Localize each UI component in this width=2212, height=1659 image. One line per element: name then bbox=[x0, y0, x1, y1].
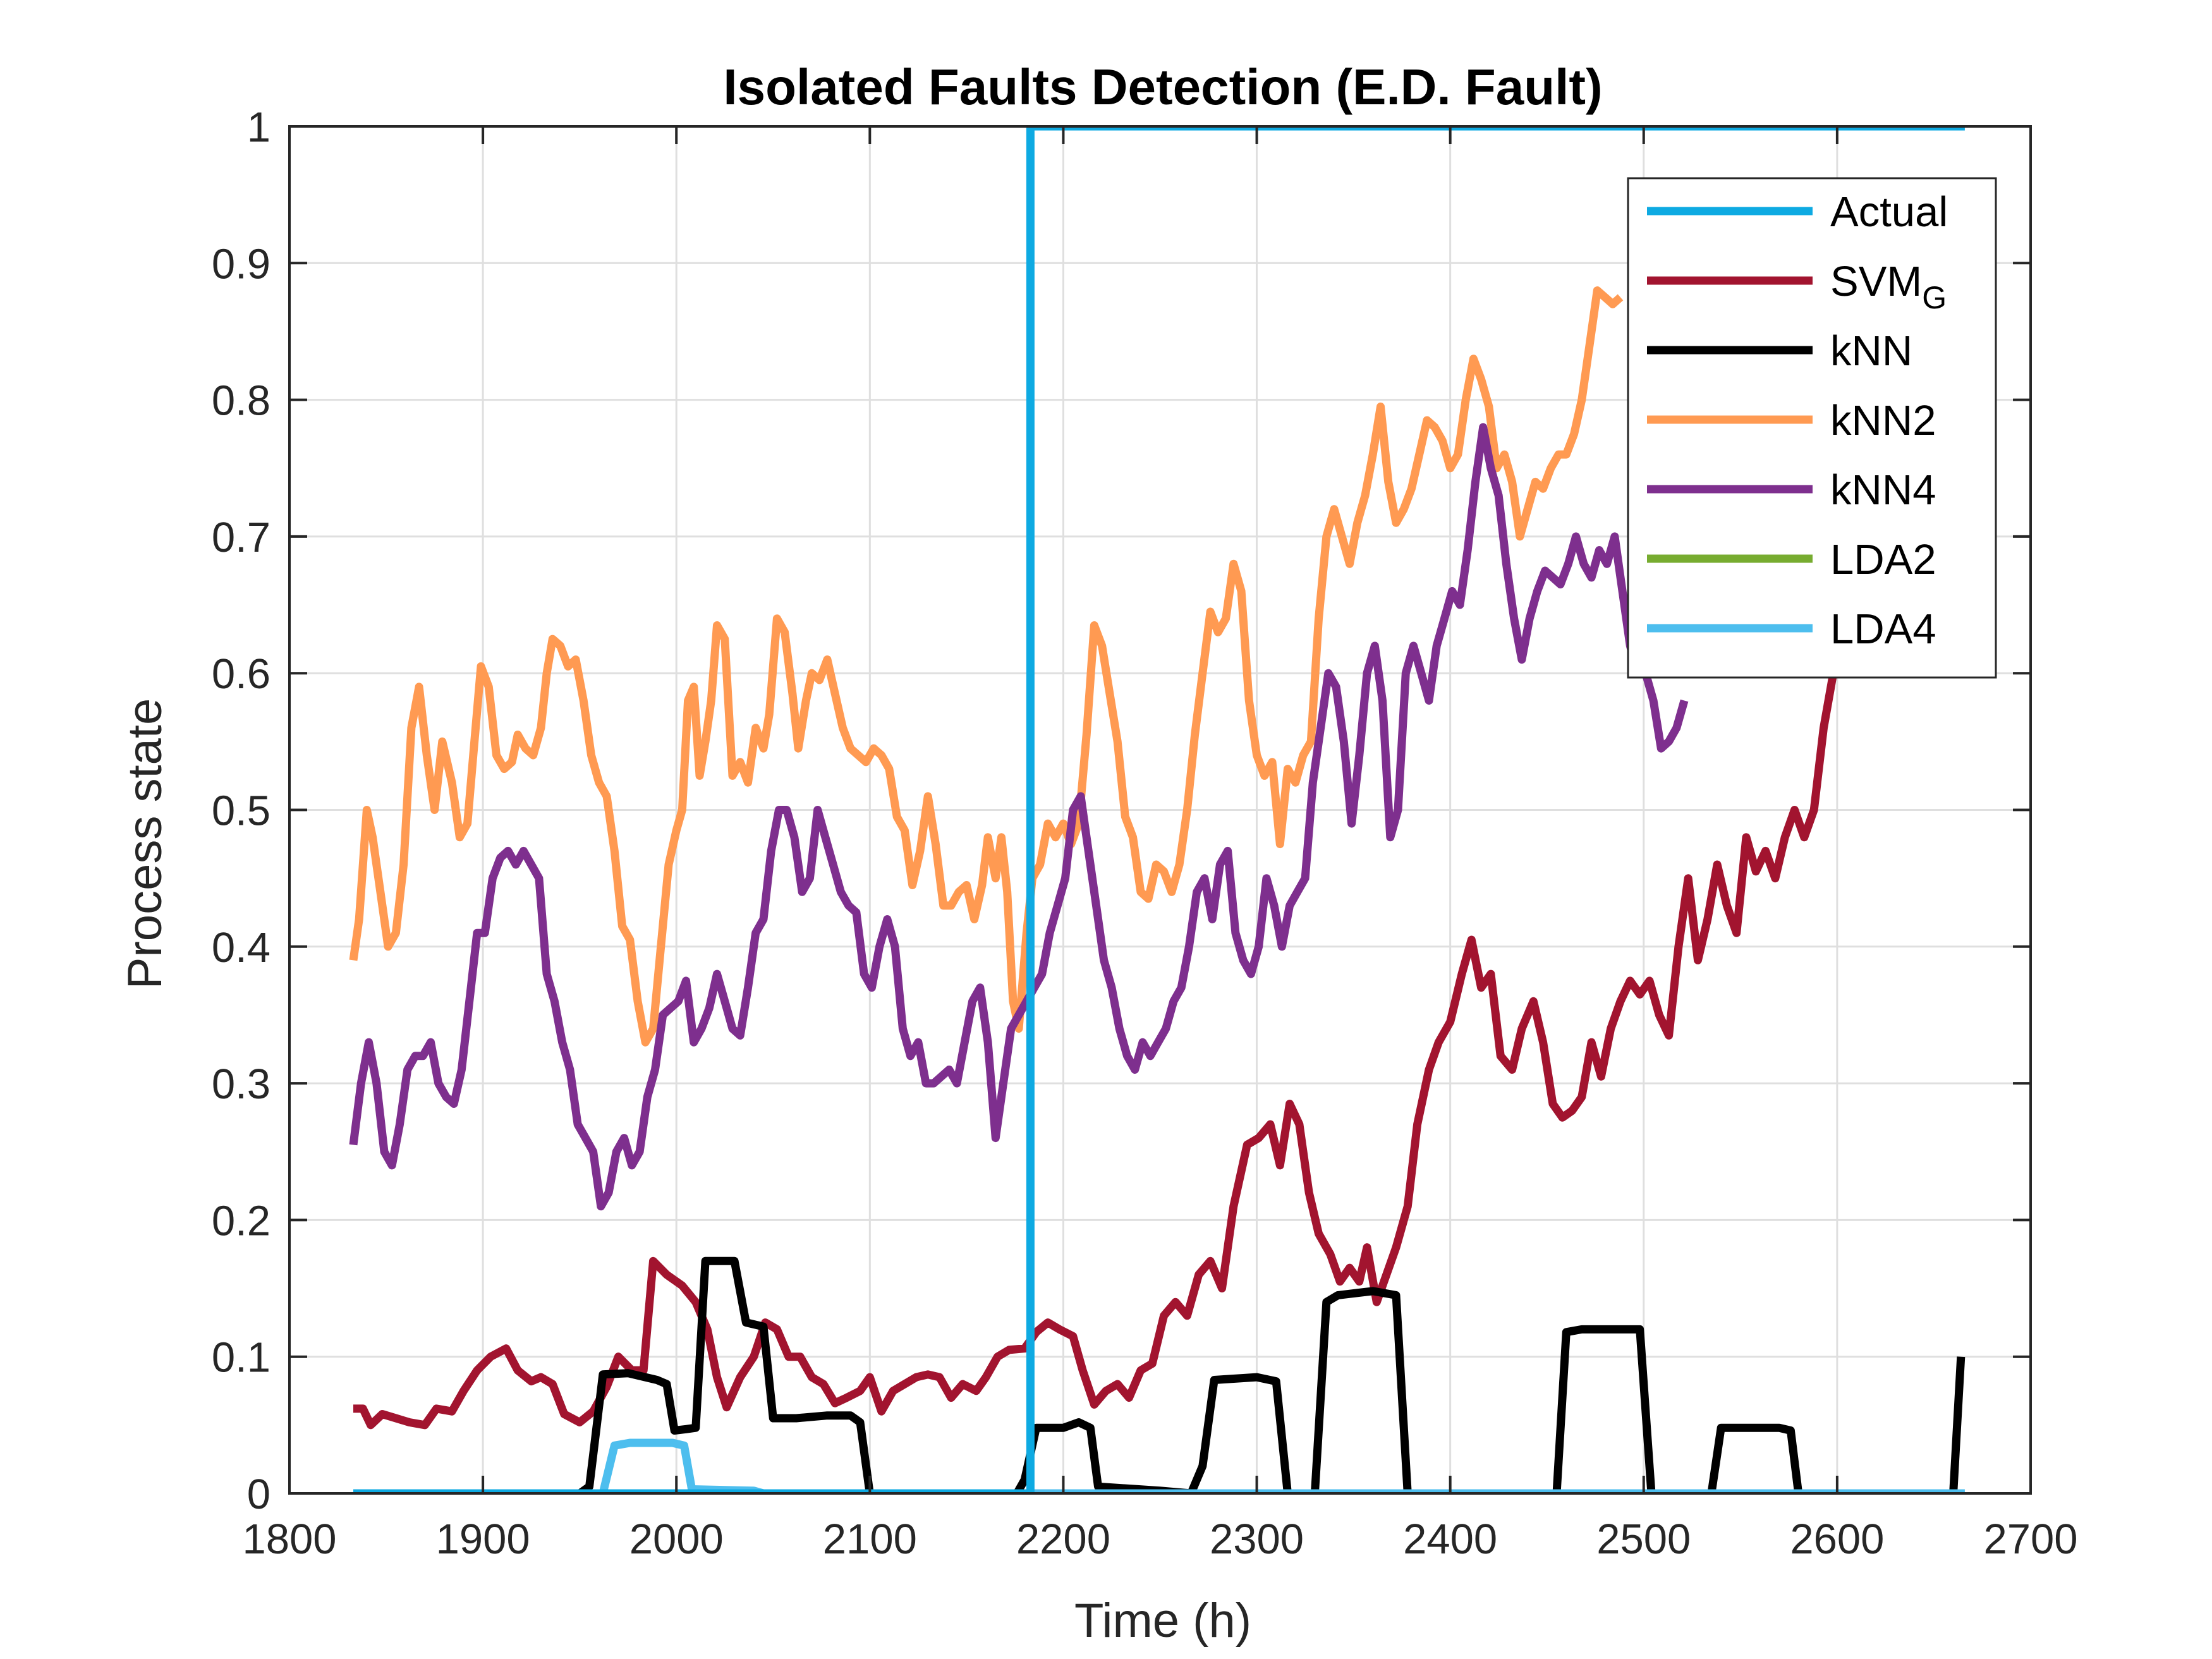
series-line-knn bbox=[353, 1256, 1966, 1493]
ticks bbox=[288, 125, 2032, 1495]
y-tick-label: 0.4 bbox=[212, 924, 270, 971]
series-line-actual bbox=[353, 126, 1965, 1493]
y-tick-label: 0 bbox=[247, 1471, 270, 1518]
series-line-svm bbox=[353, 631, 1847, 1430]
x-tick-label: 1800 bbox=[242, 1516, 336, 1563]
legend-label: Actual bbox=[1830, 188, 1948, 236]
x-tick-label: 1900 bbox=[436, 1516, 530, 1563]
legend-box bbox=[1627, 177, 1997, 679]
series-line-knn4 bbox=[349, 423, 1689, 1211]
legend-label: LDA4 bbox=[1830, 605, 1936, 653]
y-tick-label: 0.8 bbox=[212, 377, 270, 425]
x-tick-label: 2100 bbox=[823, 1516, 917, 1563]
series-lines bbox=[349, 126, 1966, 1493]
x-tick-label: 2000 bbox=[629, 1516, 724, 1563]
legend: Actual SVMG kNN kNN2 kNN4 LDA2 LDA4 bbox=[1627, 177, 1997, 679]
x-tick-label: 2600 bbox=[1790, 1516, 1884, 1563]
y-tick-label: 0.9 bbox=[212, 240, 270, 288]
x-tick-label: 2400 bbox=[1403, 1516, 1497, 1563]
y-tick-label: 0.1 bbox=[212, 1334, 270, 1382]
y-tick-label: 0.3 bbox=[212, 1060, 270, 1108]
legend-label: kNN4 bbox=[1830, 466, 1936, 514]
chart-title: Isolated Faults Detection (E.D. Fault) bbox=[723, 59, 1602, 115]
x-tick-label: 2200 bbox=[1016, 1516, 1110, 1563]
y-tick-label: 0.6 bbox=[212, 650, 270, 698]
y-tick-label: 0.7 bbox=[212, 514, 270, 561]
y-axis-label: Process state bbox=[118, 698, 172, 989]
x-tick-label: 2500 bbox=[1596, 1516, 1691, 1563]
y-tick-label: 0.5 bbox=[212, 787, 270, 835]
series-line-knn2 bbox=[349, 286, 1624, 1047]
legend-label: SVMG bbox=[1830, 258, 1947, 315]
y-tick-label: 0.2 bbox=[212, 1197, 270, 1244]
legend-label: kNN bbox=[1830, 327, 1912, 375]
y-tick-labels: 0 0.1 0.2 0.3 0.4 0.5 0.6 0.7 0.8 0.9 1 bbox=[212, 104, 270, 1518]
x-axis-label: Time (h) bbox=[1074, 1594, 1251, 1648]
legend-label: kNN2 bbox=[1830, 397, 1936, 444]
y-tick-label: 1 bbox=[247, 104, 270, 151]
x-tick-labels: 1800 1900 2000 2100 2200 2300 2400 2500 2600 2700 bbox=[242, 1516, 2077, 1563]
legend-label: LDA2 bbox=[1830, 536, 1936, 583]
x-tick-label: 2700 bbox=[1983, 1516, 2077, 1563]
x-tick-label: 2300 bbox=[1210, 1516, 1304, 1563]
